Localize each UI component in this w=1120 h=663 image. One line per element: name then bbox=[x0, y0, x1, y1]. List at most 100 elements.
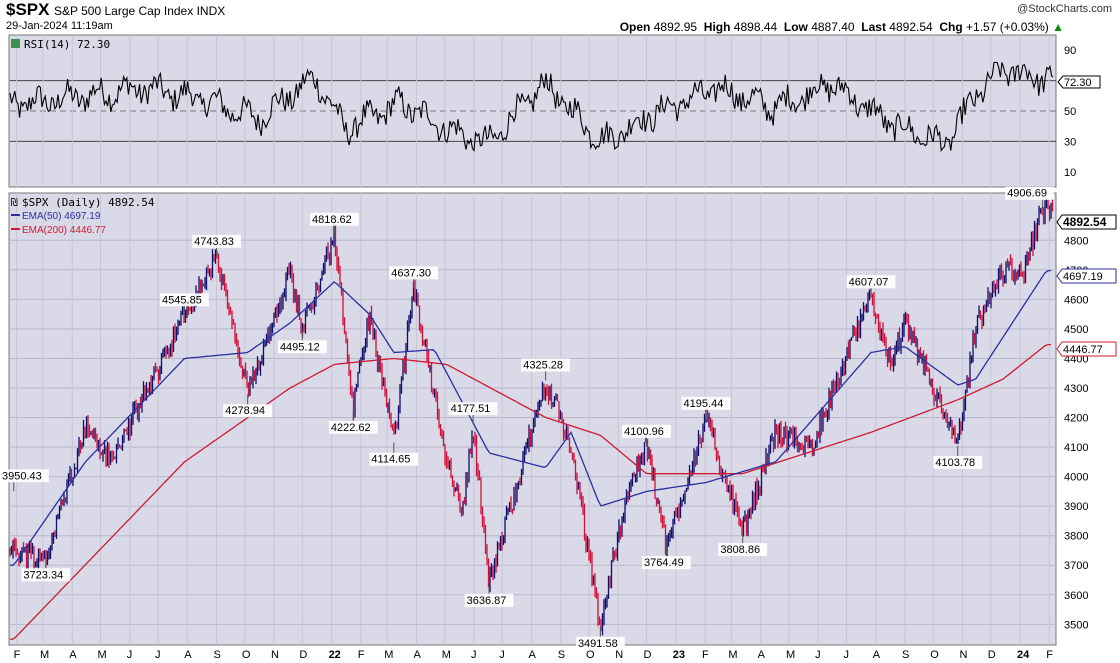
x-tick-label: O bbox=[242, 649, 251, 661]
up-arrow-icon: ▲ bbox=[1052, 20, 1064, 34]
annotation-label: 4278.94 bbox=[225, 405, 265, 417]
annotation-label: 3764.49 bbox=[644, 557, 684, 569]
ema50-badge-text: 4697.19 bbox=[1063, 271, 1103, 283]
ema50-badge-shape bbox=[1056, 268, 1117, 284]
ema200-badge-shape bbox=[1056, 341, 1117, 357]
annotation-box bbox=[310, 212, 359, 226]
annotation-label: 4325.28 bbox=[523, 360, 563, 372]
ema50-badge: 4697.19 bbox=[1056, 268, 1117, 284]
x-tick-label: M bbox=[384, 649, 393, 661]
annotation-label: 4222.62 bbox=[331, 422, 371, 434]
price-tick-label: 4800 bbox=[1064, 235, 1088, 247]
x-tick-label: O bbox=[930, 649, 939, 661]
x-tick-label: J bbox=[471, 649, 477, 661]
annotation-label: 4177.51 bbox=[451, 403, 491, 415]
annotation-box bbox=[223, 404, 273, 418]
price-tick-label: 4500 bbox=[1064, 324, 1088, 336]
annotation-box bbox=[933, 455, 983, 469]
x-tick-label: F bbox=[1046, 649, 1053, 661]
symbol: $SPX bbox=[6, 0, 50, 19]
index-name: S&P 500 Large Cap Index INDX bbox=[54, 4, 225, 18]
x-tick-label: F bbox=[702, 649, 709, 661]
legend-main-text: $SPX (Daily) 4892.54 bbox=[22, 196, 155, 209]
ema200-line bbox=[10, 343, 1051, 640]
price-panel-bg bbox=[8, 192, 1057, 646]
rsi-tick-label: 50 bbox=[1064, 106, 1076, 118]
chg-label: Chg bbox=[939, 20, 963, 34]
annotation-label: 4114.65 bbox=[371, 454, 410, 466]
annotation-label: 4495.12 bbox=[280, 341, 320, 353]
last-label: Last bbox=[861, 20, 886, 34]
rsi-tick-label: 30 bbox=[1064, 136, 1076, 148]
annotation-label: 4100.96 bbox=[624, 426, 664, 438]
annotation-box bbox=[575, 636, 625, 650]
price-tick-label: 3800 bbox=[1064, 531, 1088, 543]
legend-ema50-text: EMA(50) 4697.19 bbox=[22, 211, 101, 222]
rsi-legend-icon bbox=[11, 39, 20, 48]
annotation-label: 4818.62 bbox=[312, 214, 352, 226]
x-tick-label: J bbox=[127, 649, 133, 661]
annotation-label: 4607.07 bbox=[849, 276, 889, 288]
annotation-box bbox=[622, 424, 671, 438]
price-tick-label: 3700 bbox=[1064, 560, 1088, 572]
rsi-badge-text: 72.30 bbox=[1064, 77, 1092, 89]
x-tick-label: J bbox=[155, 649, 161, 661]
price-bars bbox=[9, 198, 1054, 636]
x-tick-label: M bbox=[442, 649, 451, 661]
annotation-label: 3491.58 bbox=[578, 638, 618, 650]
annotation-box bbox=[389, 266, 439, 280]
annotation-label: 3950.43 bbox=[2, 470, 42, 482]
annotation-box bbox=[0, 469, 49, 483]
rsi-legend-text: RSI(14) 72.30 bbox=[24, 38, 110, 51]
annotation-label: 4545.85 bbox=[162, 294, 202, 306]
x-tick-label: S bbox=[902, 649, 909, 661]
annotation-box bbox=[681, 396, 731, 410]
rsi-tick-label: 90 bbox=[1064, 45, 1076, 57]
rsi-line bbox=[9, 61, 1054, 153]
chart-header: $SPX S&P 500 Large Cap Index INDX 29-Jan… bbox=[0, 0, 1120, 34]
x-tick-label: 22 bbox=[329, 649, 341, 661]
x-tick-label: A bbox=[873, 649, 881, 661]
rsi-badge-shape bbox=[1057, 75, 1101, 89]
x-tick-label: N bbox=[615, 649, 623, 661]
x-tick-label: D bbox=[644, 649, 652, 661]
x-tick-label: A bbox=[69, 649, 77, 661]
price-tick-label: 4600 bbox=[1064, 294, 1088, 306]
annotation-box bbox=[641, 556, 691, 570]
price-badge-text: 4892.54 bbox=[1063, 215, 1107, 229]
exchange: INDX bbox=[196, 4, 226, 18]
last-value: 4892.54 bbox=[889, 20, 933, 34]
price-annotations: 3950.43 3723.34 4545.85 4743.83 4278.94 4495.… bbox=[0, 186, 1054, 650]
x-tick-label: A bbox=[758, 649, 766, 661]
price-y-axis: 3500360037003800390040004100420043004400… bbox=[1064, 235, 1088, 631]
open-label: Open bbox=[619, 20, 651, 34]
index-name-text: S&P 500 Large Cap Index bbox=[54, 4, 194, 18]
annotation-label: 3723.34 bbox=[23, 569, 63, 581]
x-tick-label: J bbox=[815, 649, 821, 661]
x-tick-label: J bbox=[843, 649, 849, 661]
x-tick-label: N bbox=[959, 649, 967, 661]
x-tick-label: M bbox=[40, 649, 49, 661]
rsi-legend: RSI(14) 72.30 bbox=[11, 38, 110, 51]
x-tick-label: S bbox=[558, 649, 565, 661]
low-value: 4887.40 bbox=[811, 20, 855, 34]
quote-line: Open 4892.95 High 4898.44 Low 4887.40 La… bbox=[620, 20, 1064, 34]
x-tick-label: M bbox=[98, 649, 107, 661]
chg-value: +1.57 (+0.03%) bbox=[966, 20, 1049, 34]
rsi-last-badge: 72.30 bbox=[1057, 75, 1101, 89]
price-tick-label: 3600 bbox=[1064, 590, 1088, 602]
high-value: 4898.44 bbox=[733, 20, 778, 34]
open-value: 4892.95 bbox=[653, 20, 698, 34]
price-tick-label: 4000 bbox=[1064, 472, 1088, 484]
annotation-box bbox=[718, 543, 768, 557]
x-tick-label: 23 bbox=[673, 649, 685, 661]
price-tick-label: 4200 bbox=[1064, 413, 1088, 425]
price-tick-label: 3900 bbox=[1064, 501, 1088, 513]
price-tick-label: 4300 bbox=[1064, 383, 1088, 395]
annotation-label: 3636.87 bbox=[467, 595, 507, 607]
price-legend: ₪ $SPX (Daily) 4892.54 EMA(50) 4697.19 E… bbox=[11, 196, 155, 236]
copyright[interactable]: @StockCharts.com bbox=[1017, 3, 1112, 15]
annotation-box bbox=[369, 452, 419, 466]
x-tick-label: F bbox=[358, 649, 365, 661]
